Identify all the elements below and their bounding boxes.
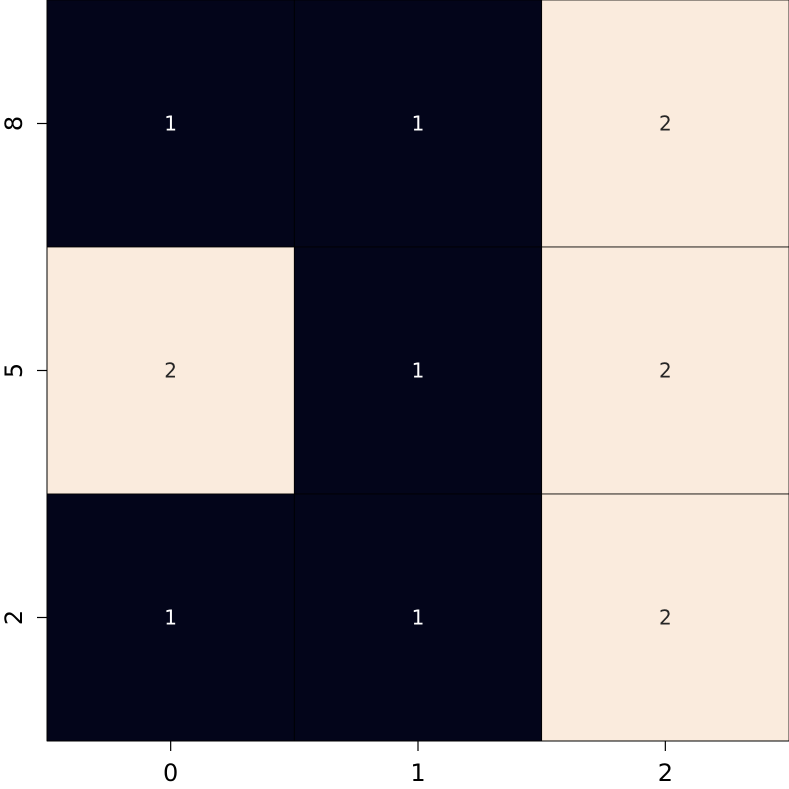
x-tick-label-0: 0	[163, 759, 178, 787]
cell-annotation-r1-c2: 2	[659, 359, 672, 383]
cell-annotation-r0-c0: 1	[164, 112, 177, 136]
x-tick-label-1: 1	[410, 759, 425, 787]
y-tick-label-2: 2	[0, 610, 28, 625]
heatmap-cell-r2-c1	[293, 493, 543, 742]
heatmap-cell-r0-c0	[46, 0, 295, 248]
cell-annotation-r1-c0: 2	[164, 359, 177, 383]
heatmap-cells	[46, 0, 789, 742]
cell-annotation-r2-c0: 1	[164, 606, 177, 630]
x-tick-label-2: 2	[658, 759, 673, 787]
heatmap-cell-r1-c0	[46, 246, 295, 495]
heatmap-cell-r1-c1	[293, 246, 543, 495]
cell-annotation-r2-c1: 1	[412, 606, 425, 630]
heatmap-cell-r2-c2	[541, 493, 789, 742]
cell-annotation-r0-c2: 2	[659, 112, 672, 136]
heatmap-cell-r0-c1	[293, 0, 543, 248]
cell-annotation-r0-c1: 1	[412, 112, 425, 136]
heatmap-cell-r2-c0	[46, 493, 295, 742]
cell-annotation-r1-c1: 1	[412, 359, 425, 383]
y-tick-label-0: 8	[0, 116, 28, 131]
heatmap-annotations: 1 1 2 2 1 2 1 1 2	[164, 112, 671, 630]
heatmap-cell-r0-c2	[541, 0, 789, 248]
cell-annotation-r2-c2: 2	[659, 606, 672, 630]
y-tick-label-1: 5	[0, 363, 28, 378]
heatmap-cell-r1-c2	[541, 246, 789, 495]
